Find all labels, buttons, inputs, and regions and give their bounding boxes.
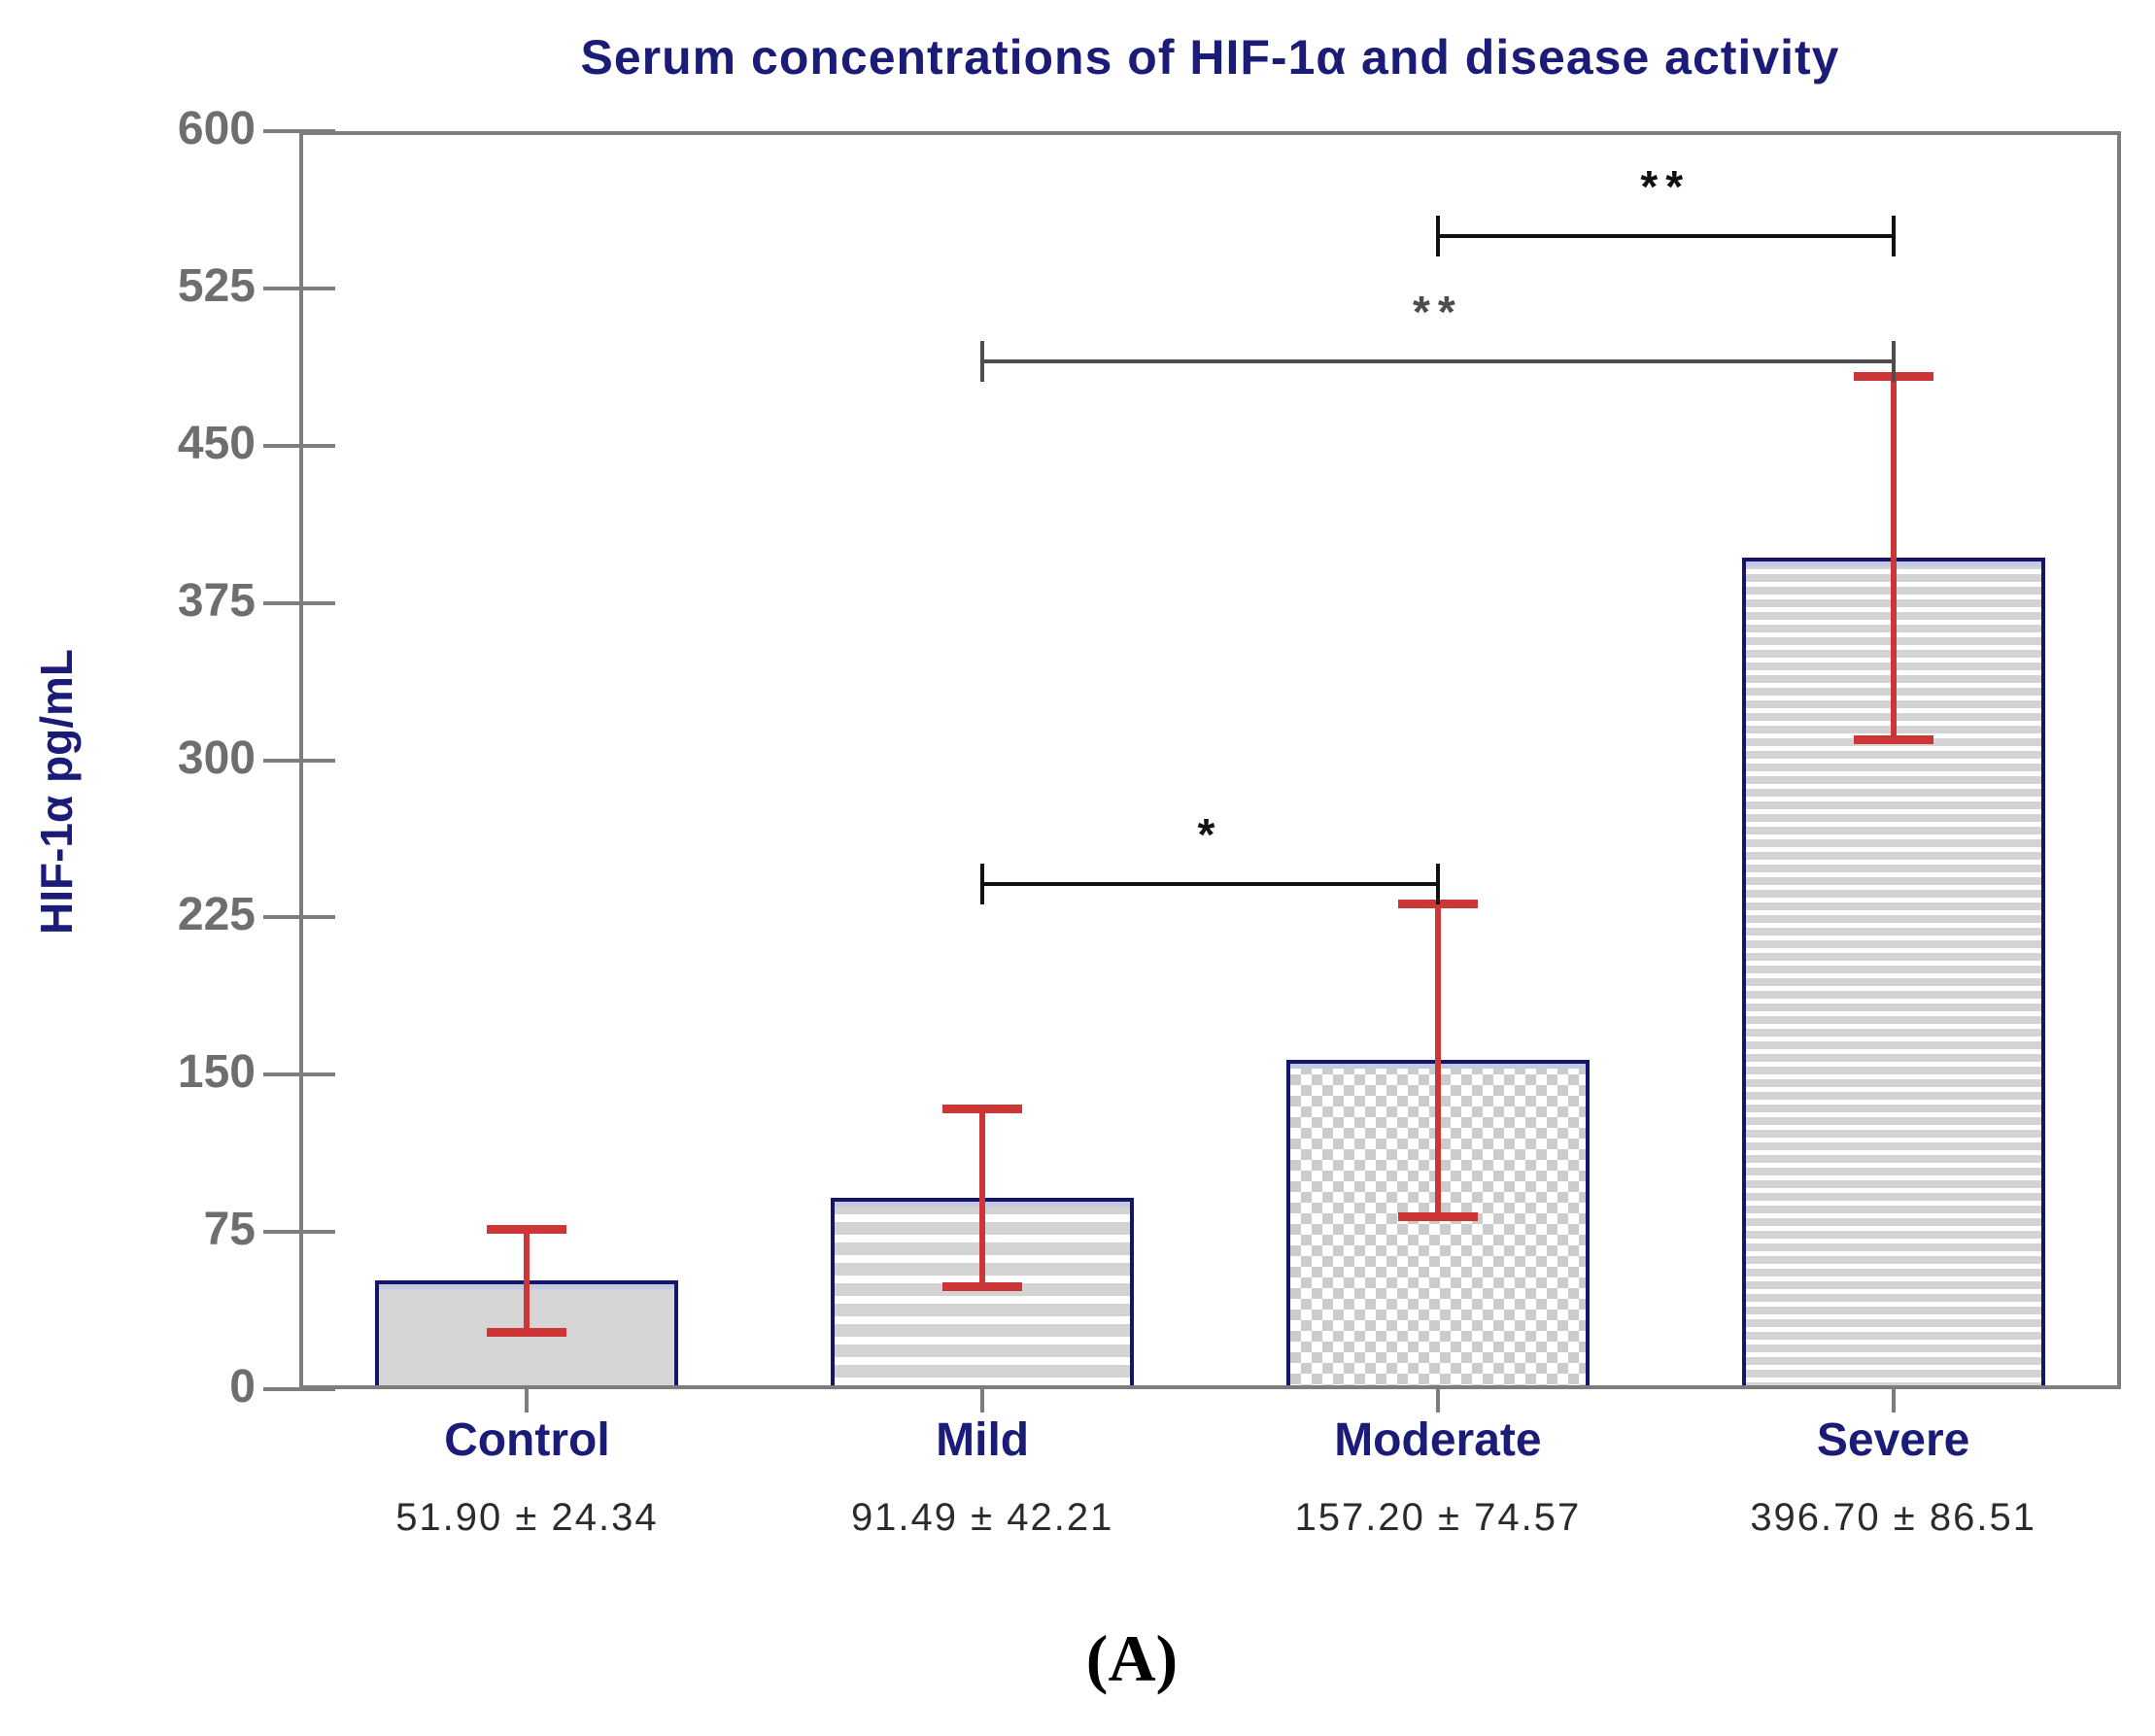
category-label-control: Control [444,1414,610,1466]
error-bar-cap-bottom [942,1281,1023,1291]
error-bar-control [524,1229,530,1332]
y-axis-tick [263,286,335,290]
significance-bracket-2 [982,359,1894,364]
x-axis-tick [980,1389,985,1413]
y-axis-tick-label: 300 [177,732,256,784]
y-axis-tick [263,1387,335,1391]
error-bar-moderate [1434,902,1441,1216]
error-bar-cap-bottom [487,1327,567,1337]
panel-label: (A) [1085,1621,1179,1695]
significance-stars-2: ** [1412,287,1463,338]
y-axis-tick [263,129,335,133]
significance-bracket-3 [982,881,1438,886]
y-axis-tick [263,1230,335,1235]
y-axis-tick-label: 225 [177,889,256,941]
y-axis-tick-label: 600 [177,103,256,154]
y-axis-tick [263,600,335,605]
value-label-control: 51.90 ± 24.34 [395,1496,659,1539]
error-bar-cap-bottom [1397,1211,1478,1221]
y-axis-tick-label: 150 [177,1046,256,1099]
significance-bracket-end-right [1891,341,1896,383]
error-bar-severe [1890,376,1897,739]
error-bar-mild [979,1108,986,1286]
y-axis-tick-label: 525 [177,259,256,312]
significance-bracket-end-right [1891,215,1896,256]
chart-title: Serum concentrations of HIF-1α and disea… [580,30,1840,85]
significance-bracket-1 [1437,233,1894,238]
significance-bracket-end-right [1435,863,1440,904]
y-axis-tick-label: 375 [177,574,256,627]
significance-bracket-end-left [980,341,985,383]
category-label-mild: Mild [936,1414,1030,1466]
y-axis-tick [263,1072,335,1077]
y-axis-tick [263,443,335,448]
y-axis-tick-label: 75 [203,1204,256,1256]
y-axis-tick [263,915,335,920]
value-label-moderate: 157.20 ± 74.57 [1294,1496,1582,1539]
category-label-moderate: Moderate [1334,1414,1542,1466]
x-axis-tick [525,1389,530,1413]
x-axis-tick [1891,1389,1896,1413]
error-bar-cap-bottom [1853,734,1933,744]
value-label-severe: 396.70 ± 86.51 [1750,1496,2036,1539]
significance-bracket-end-left [980,863,985,904]
y-axis-tick-label: 0 [229,1361,256,1413]
error-bar-cap-top [487,1225,567,1235]
error-bar-cap-top [942,1105,1023,1114]
y-axis-tick [263,758,335,763]
category-label-severe: Severe [1816,1414,1970,1466]
significance-bracket-end-left [1435,215,1440,256]
significance-stars-3: * [1197,808,1223,860]
significance-stars-1: ** [1640,160,1692,212]
x-axis-tick [1435,1389,1440,1413]
value-label-mild: 91.49 ± 42.21 [850,1496,1114,1539]
y-axis-tick-label: 450 [177,417,256,469]
